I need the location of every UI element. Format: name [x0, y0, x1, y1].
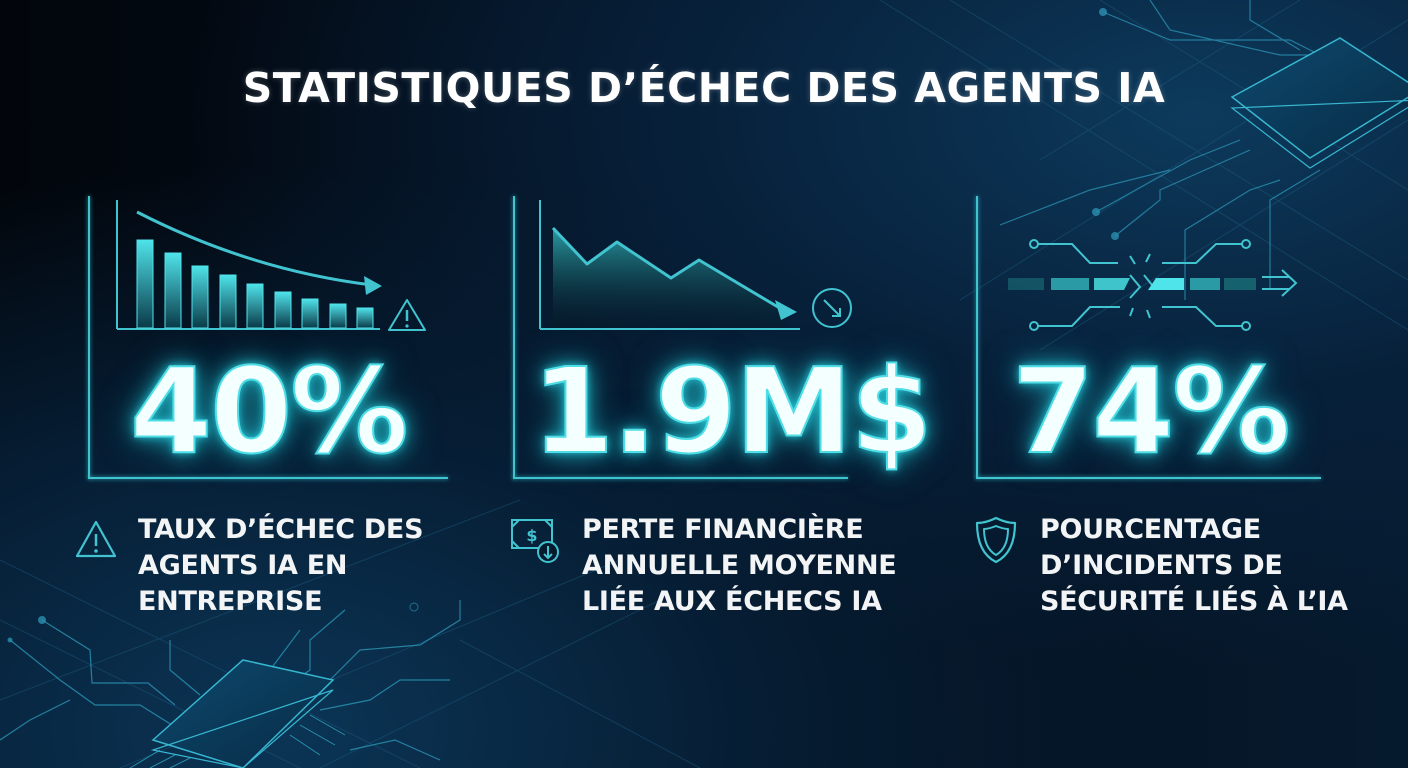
declining-area-chart: [539, 200, 852, 330]
page-title: STATISTIQUES D’ÉCHEC DES AGENTS IA: [242, 64, 1166, 112]
declining-bar-chart: [116, 200, 426, 331]
frame-line-horizontal: [513, 477, 848, 479]
frame-line-horizontal: [976, 477, 1321, 479]
frame-line-horizontal: [88, 477, 448, 479]
stat-value-financial-loss: 1.9M$: [531, 342, 934, 480]
stat-label-failure-rate: TAUX D’ÉCHEC DES AGENTS IA EN ENTREPRISE: [138, 514, 424, 617]
warning-triangle-icon: [388, 299, 426, 331]
frame-line-vertical: [88, 196, 90, 479]
frame-line-vertical: [513, 196, 515, 479]
arrow-down-right-circle-icon: [812, 288, 852, 328]
stat-value-security-incidents: 74%: [1011, 342, 1291, 480]
stat-value-failure-rate: 40%: [129, 342, 409, 480]
stat-label-financial-loss: PERTE FINANCIÈRE ANNUELLE MOYENNE LIÉE A…: [582, 514, 897, 617]
money-down-icon: $: [511, 519, 559, 563]
shield-icon: [975, 516, 1017, 564]
broken-data-pipeline: [1008, 239, 1298, 331]
stat-label-security-incidents: POURCENTAGE D’INCIDENTS DE SÉCURITÉ LIÉS…: [1040, 514, 1348, 617]
frame-line-vertical: [976, 196, 978, 479]
warning-triangle-icon: [75, 520, 117, 558]
svg-text:$: $: [526, 526, 537, 545]
